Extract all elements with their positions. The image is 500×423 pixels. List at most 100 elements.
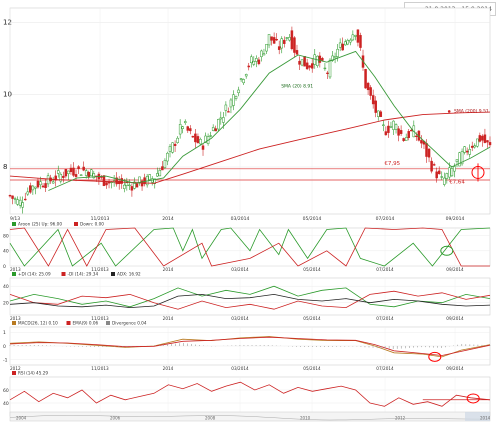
candle-body — [387, 125, 390, 133]
candle-body — [84, 170, 88, 176]
candle-body — [51, 181, 55, 184]
candle-body — [234, 96, 238, 99]
dmi-y-tick-label: 20 — [3, 300, 9, 306]
navigator-year-label: 2006 — [110, 416, 121, 421]
candle-body — [397, 128, 400, 136]
candle-body — [364, 69, 367, 89]
candle-body — [321, 58, 324, 61]
candle-body — [318, 55, 322, 63]
candle-body — [478, 135, 482, 142]
candle-body — [262, 53, 266, 56]
dmi-legend-label: -DI (14): 29.34 — [68, 272, 99, 277]
candle-body — [351, 34, 355, 41]
price-y-tick-label: 10 — [3, 91, 12, 99]
macd-y-tick-label: 1 — [3, 330, 6, 336]
macd-series-macd — [9, 336, 491, 358]
candle-body — [366, 82, 370, 91]
candle-body — [476, 138, 479, 147]
candle-body — [227, 111, 230, 113]
aroon-highlight-circle — [440, 245, 454, 256]
aroon-x-tick-label: 05/2014 — [303, 267, 321, 272]
candle-body — [59, 174, 63, 182]
candle-body — [133, 181, 136, 189]
candle-body — [201, 145, 205, 150]
dmi-series--di — [9, 285, 491, 308]
candle-body — [308, 65, 311, 68]
candle-body — [323, 67, 327, 70]
dmi-x-tick-label: 03/2014 — [231, 316, 249, 321]
aroon-y-tick-label: 40 — [3, 249, 9, 255]
candle-body — [333, 56, 337, 59]
dmi-series--di — [9, 290, 491, 310]
candle-body — [285, 37, 289, 39]
candle-body — [224, 104, 228, 111]
macd-legend-swatch — [12, 321, 16, 325]
aroon-x-tick-label: 07/2014 — [376, 267, 394, 272]
candle-body — [486, 140, 489, 143]
candle-body — [67, 170, 70, 174]
candle-body — [54, 175, 57, 181]
candle-body — [247, 65, 250, 68]
candle-body — [346, 40, 350, 45]
rsi-y-tick-label: 40 — [3, 401, 9, 407]
candle-body — [280, 38, 283, 49]
candle-body — [189, 128, 192, 132]
candle-body — [443, 177, 446, 185]
price-x-tick-label: 05/2014 — [303, 216, 322, 222]
dmi-x-tick-label: 09/2014 — [446, 316, 464, 321]
price-x-tick-label: 2014 — [162, 216, 174, 222]
aroon-legend-swatch — [74, 222, 78, 226]
candle-body — [168, 146, 172, 152]
candle-body — [115, 177, 118, 185]
candle-body — [194, 133, 197, 143]
macd-y-tick-label: -1 — [3, 357, 8, 363]
candle-body — [148, 174, 151, 180]
candle-body — [432, 164, 436, 166]
price-panel-frame — [9, 7, 491, 215]
price-y-tick-label: 8 — [3, 163, 7, 171]
candle-body — [326, 72, 329, 74]
navigator-year-label: 2012 — [395, 416, 406, 421]
aroon-y-tick-label: 80 — [3, 233, 9, 239]
candle-body — [455, 159, 459, 162]
candle-body — [488, 142, 492, 146]
candle-body — [316, 55, 319, 66]
candle-body — [430, 160, 433, 172]
sma200-line — [9, 111, 491, 184]
macd-highlight-circle — [428, 351, 442, 362]
candle-body — [46, 175, 50, 185]
candle-body — [123, 184, 126, 189]
candle-body — [18, 199, 22, 206]
candle-body — [300, 59, 304, 66]
macd-x-tick-label: 09/2014 — [446, 366, 464, 371]
candle-body — [128, 184, 131, 187]
navigator-year-label: 2010 — [300, 416, 311, 421]
candle-body — [181, 126, 184, 129]
candle-body — [392, 120, 395, 130]
candle-body — [77, 166, 80, 169]
candle-body — [384, 131, 388, 136]
candle-body — [31, 185, 35, 191]
candle-body — [331, 55, 334, 61]
macd-divergence-bars — [9, 343, 491, 350]
candle-body — [257, 59, 261, 65]
candle-body — [8, 195, 12, 197]
dmi-legend-label: +DI (14): 25.09 — [18, 272, 51, 277]
candle-body — [394, 124, 398, 130]
candle-body — [87, 171, 90, 178]
candle-body — [166, 152, 169, 162]
aroon-x-tick-label: 09/2014 — [446, 267, 464, 272]
aroon-x-tick-label: 03/2014 — [231, 267, 249, 272]
price-x-tick-label: 09/2014 — [446, 216, 465, 222]
candle-body — [107, 182, 111, 184]
dmi-x-tick-label: 11/2013 — [91, 316, 109, 321]
candle-body — [270, 36, 273, 41]
candle-body — [290, 30, 294, 50]
candle-body — [239, 78, 243, 80]
candle-body — [79, 174, 83, 176]
rsi-legend-label: RSI (14) 45.29 — [18, 371, 48, 376]
navigator-year-label: 2004 — [16, 416, 27, 421]
candle-body — [242, 79, 245, 84]
